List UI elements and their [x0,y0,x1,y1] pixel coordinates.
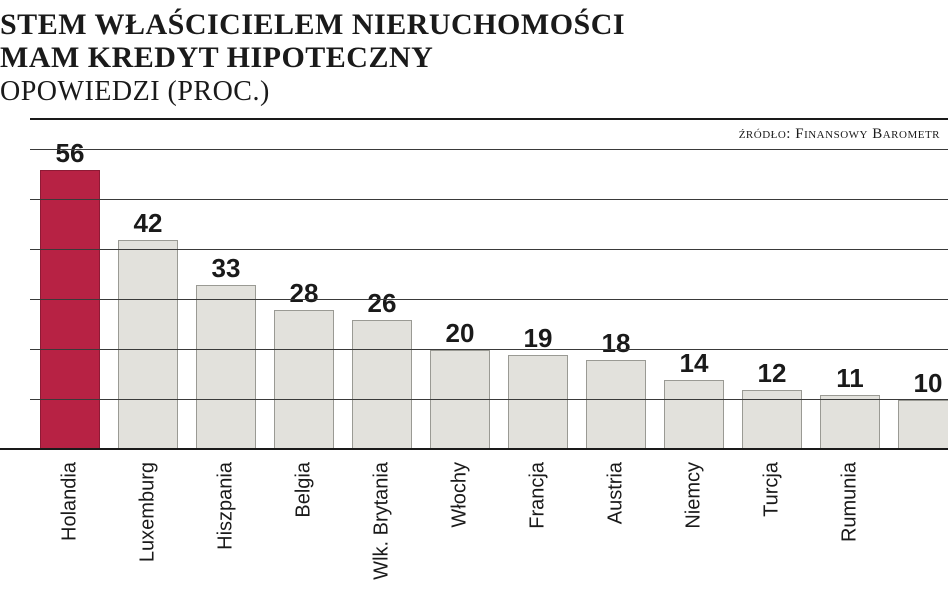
source-citation: źródło: Finansowy Barometr [739,126,940,143]
bar-category-label: Rumunia [839,462,862,542]
bar: 20 [430,350,490,450]
bar-slot: 10 [898,150,948,450]
bar: 26 [352,320,412,450]
axis-baseline [0,448,948,450]
bars-container: 56Holandia 42Luxemburg 33Hiszpania 28Belgia… [30,150,948,450]
title-block: STEM WŁAŚCICIELEM NIERUCHOMOŚCI MAM KRED… [0,8,625,108]
bar: 19 [508,355,568,450]
bar: 56 [40,170,100,450]
chart-area: źródło: Finansowy Barometr 56Holandia42L… [30,118,948,588]
bar-value-label: 42 [134,208,163,239]
bar-category-label: Austria [605,462,628,524]
bar-category-label: Hiszpania [215,462,238,550]
bar: 14 [664,380,724,450]
bar-category-label: Wlk. Brytania [371,462,394,580]
gridline [30,199,948,200]
bar-slot: 56Holandia [40,150,100,450]
bar-value-label: 56 [56,138,85,169]
bar-value-label: 26 [368,288,397,319]
bar-slot: 11Rumunia [820,150,880,450]
bar-slot: 18Austria [586,150,646,450]
bar-value-label: 28 [290,278,319,309]
bar-category-label: Niemcy [683,462,706,529]
title-line-1: STEM WŁAŚCICIELEM NIERUCHOMOŚCI [0,8,625,41]
bar-slot: 42Luxemburg [118,150,178,450]
bar-slot: 33Hiszpania [196,150,256,450]
plot-region: 56Holandia 42Luxemburg 33Hiszpania 28Belgia… [30,150,948,450]
gridline [30,249,948,250]
gridline [30,349,948,350]
bar: 11 [820,395,880,450]
bar-category-label: Włochy [449,462,472,528]
bar-slot: 26Wlk. Brytania [352,150,412,450]
bar-value-label: 33 [212,253,241,284]
page-root: STEM WŁAŚCICIELEM NIERUCHOMOŚCI MAM KRED… [0,0,948,593]
bar-category-label: Turcja [761,462,784,517]
bar-category-label: Luxemburg [137,462,160,562]
bar-slot: 20Włochy [430,150,490,450]
source-prefix: źródło: [739,126,796,142]
bar-value-label: 10 [914,368,943,399]
bar-value-label: 12 [758,358,787,389]
bar-value-label: 18 [602,328,631,359]
bar: 10 [898,400,948,450]
gridline [30,399,948,400]
bar-value-label: 14 [680,348,709,379]
bar-slot: 14Niemcy [664,150,724,450]
bar-value-label: 11 [836,363,864,394]
bar-slot: 12Turcja [742,150,802,450]
bar-category-label: Francja [527,462,550,529]
bar: 33 [196,285,256,450]
subtitle-line: OPOWIEDZI (PROC.) [0,74,625,108]
bar: 18 [586,360,646,450]
gridline [30,299,948,300]
title-line-2: MAM KREDYT HIPOTECZNY [0,41,625,74]
bar: 28 [274,310,334,450]
bar-category-label: Belgia [293,462,316,518]
source-text: Finansowy Barometr [795,126,940,142]
bar: 42 [118,240,178,450]
bar-category-label: Holandia [59,462,82,541]
gridline [30,149,948,150]
bar-value-label: 20 [446,318,475,349]
bar-slot: 28Belgia [274,150,334,450]
bar-slot: 19Francja [508,150,568,450]
